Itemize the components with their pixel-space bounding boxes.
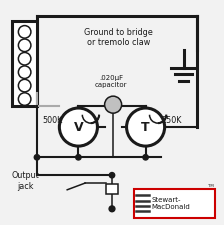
FancyBboxPatch shape: [134, 189, 215, 218]
Circle shape: [109, 173, 115, 178]
Text: V: V: [74, 121, 83, 134]
Text: 250K: 250K: [161, 116, 181, 125]
Circle shape: [105, 96, 122, 113]
Circle shape: [59, 108, 97, 146]
Text: Output
jack: Output jack: [12, 171, 40, 191]
Circle shape: [18, 39, 31, 52]
Circle shape: [34, 155, 40, 160]
Circle shape: [143, 155, 148, 160]
Text: T: T: [141, 121, 150, 134]
Text: 500K: 500K: [43, 116, 63, 125]
Text: .020μF
capacitor: .020μF capacitor: [95, 75, 127, 88]
Circle shape: [18, 66, 31, 79]
Circle shape: [18, 93, 31, 105]
Bar: [12, 21, 37, 106]
Circle shape: [18, 52, 31, 65]
Bar: [106, 184, 118, 194]
Text: Ground to bridge
or tremolo claw: Ground to bridge or tremolo claw: [84, 28, 153, 47]
Text: Stewart-
MacDonald: Stewart- MacDonald: [151, 197, 190, 210]
Circle shape: [127, 108, 165, 146]
Circle shape: [18, 26, 31, 38]
Circle shape: [109, 206, 115, 212]
Text: TM: TM: [208, 184, 214, 188]
Circle shape: [18, 79, 31, 92]
Circle shape: [76, 155, 81, 160]
